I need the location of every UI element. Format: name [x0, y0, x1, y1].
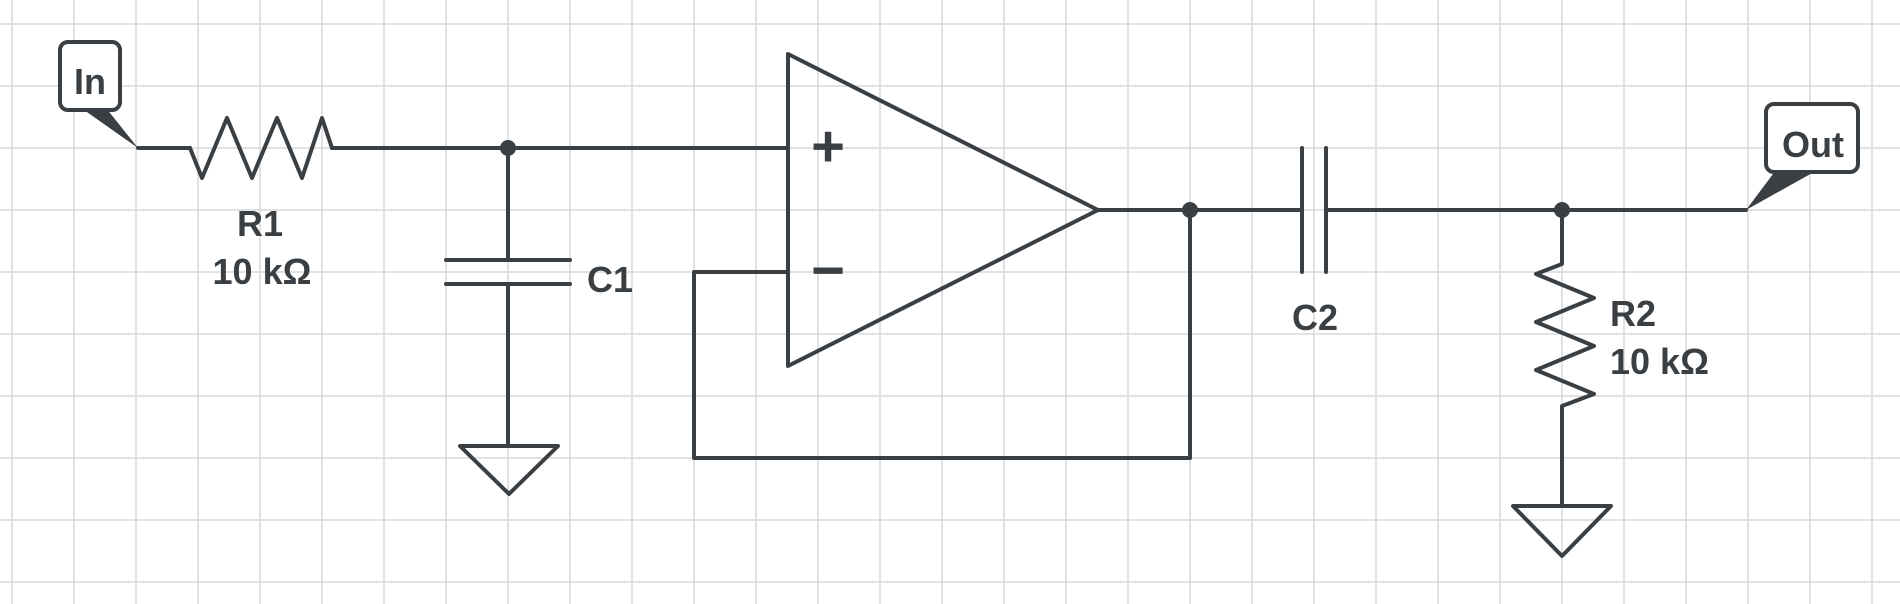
c1-name-label: C1	[587, 259, 633, 300]
op-amp[interactable]: + −	[786, 52, 1100, 368]
ground-symbol	[458, 444, 560, 496]
wire-feedback	[692, 208, 1192, 460]
output-port-label: Out	[1782, 124, 1844, 165]
output-port[interactable]: Out	[1746, 102, 1860, 210]
resistor-r1[interactable]	[188, 116, 334, 180]
r2-name-label: R2	[1610, 293, 1656, 334]
r2-value-label: 10 kΩ	[1610, 341, 1709, 382]
r1-name-label: R1	[237, 203, 283, 244]
ground-symbol	[1511, 504, 1613, 558]
input-port-label: In	[74, 61, 106, 102]
r1-value-label: 10 kΩ	[213, 251, 312, 292]
input-port[interactable]: In	[58, 40, 138, 148]
junction-dot	[1182, 202, 1198, 218]
opamp-minus-symbol: −	[811, 238, 845, 303]
opamp-plus-symbol: +	[811, 114, 845, 179]
resistor-r2[interactable]	[1534, 208, 1596, 508]
c2-name-label: C2	[1292, 297, 1338, 338]
